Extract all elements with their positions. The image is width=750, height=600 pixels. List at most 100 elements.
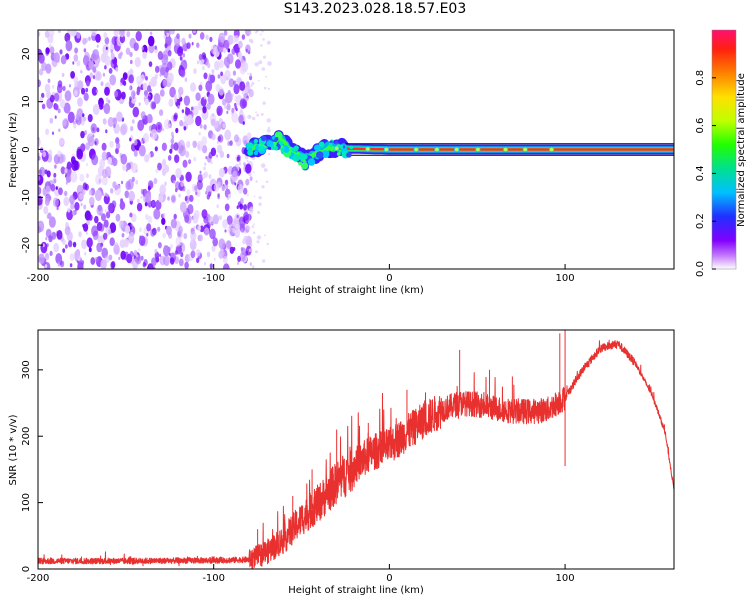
noise-blob xyxy=(253,223,256,226)
noise-blob xyxy=(245,44,251,54)
noise-blob xyxy=(190,82,196,92)
noise-blob xyxy=(217,74,221,79)
noise-blob xyxy=(99,158,106,169)
signal-blob xyxy=(273,145,279,151)
noise-blob xyxy=(113,30,119,37)
noise-blob xyxy=(243,235,248,240)
noise-blob xyxy=(129,212,133,218)
noise-blob xyxy=(83,48,87,53)
noise-blob xyxy=(243,162,246,166)
noise-blob xyxy=(224,183,227,187)
noise-blob xyxy=(169,86,176,98)
noise-blob xyxy=(249,115,251,117)
noise-blob xyxy=(209,263,213,269)
noise-blob xyxy=(186,42,191,49)
noise-blob xyxy=(224,229,227,233)
noise-blob xyxy=(212,71,214,76)
noise-blob xyxy=(69,253,75,261)
noise-blob xyxy=(181,37,186,45)
noise-blob xyxy=(48,30,55,38)
noise-blob xyxy=(184,196,188,202)
noise-blob xyxy=(91,225,99,237)
noise-blob xyxy=(175,236,182,247)
noise-blob xyxy=(191,42,194,46)
noise-blob xyxy=(205,156,208,160)
signal-blob xyxy=(302,154,308,160)
noise-blob xyxy=(206,102,211,110)
noise-blob xyxy=(165,225,172,236)
noise-blob xyxy=(246,132,252,141)
noise-blob xyxy=(214,60,220,71)
noise-blob xyxy=(202,66,205,70)
noise-blob xyxy=(39,147,44,154)
noise-blob xyxy=(99,223,105,232)
signal-bead xyxy=(502,146,509,153)
noise-blob xyxy=(208,74,214,85)
noise-blob xyxy=(65,40,73,52)
noise-blob xyxy=(220,71,224,77)
noise-blob xyxy=(178,258,184,267)
noise-blob xyxy=(102,192,105,196)
noise-blob xyxy=(105,129,108,134)
noise-blob xyxy=(224,105,227,110)
noise-blob xyxy=(266,128,271,133)
noise-blob xyxy=(255,180,258,183)
noise-blob xyxy=(238,114,244,124)
noise-blob xyxy=(161,142,167,151)
noise-blob xyxy=(73,89,78,97)
noise-blob xyxy=(136,202,143,212)
noise-blob xyxy=(99,212,102,216)
signal-blob xyxy=(316,151,324,159)
noise-blob xyxy=(228,227,235,237)
noise-blob xyxy=(226,62,230,69)
noise-blob xyxy=(126,162,131,171)
noise-blob xyxy=(49,117,54,124)
noise-blob xyxy=(186,189,191,196)
noise-blob xyxy=(262,38,265,41)
noise-blob xyxy=(252,171,255,174)
signal-blob xyxy=(291,147,297,153)
noise-blob xyxy=(134,57,141,68)
noise-blob xyxy=(263,234,266,237)
noise-blob xyxy=(72,241,77,248)
signal-bead xyxy=(548,146,555,153)
noise-blob xyxy=(53,92,60,102)
noise-blob xyxy=(104,86,110,96)
noise-blob xyxy=(135,180,139,185)
noise-blob xyxy=(62,248,66,253)
noise-blob xyxy=(167,72,174,84)
noise-blob xyxy=(248,38,253,43)
colorbar-label: Normalized spectral amplitude xyxy=(736,73,747,227)
snr-y-tick-label: 100 xyxy=(21,493,32,512)
noise-blob xyxy=(109,74,117,86)
noise-blob xyxy=(196,42,200,48)
noise-blob xyxy=(140,195,143,199)
noise-blob xyxy=(56,230,63,240)
noise-blob xyxy=(258,202,262,206)
noise-blob xyxy=(108,229,112,235)
noise-blob xyxy=(74,47,78,54)
noise-blob xyxy=(178,193,181,198)
noise-blob xyxy=(237,154,241,161)
noise-blob xyxy=(44,264,48,269)
noise-blob xyxy=(170,244,173,249)
noise-blob xyxy=(251,82,255,86)
noise-blob xyxy=(65,222,69,229)
noise-blob xyxy=(103,232,108,240)
noise-blob xyxy=(194,185,198,192)
noise-blob xyxy=(188,159,192,165)
noise-blob xyxy=(199,124,203,129)
colorbar-gradient xyxy=(711,29,737,270)
noise-blob xyxy=(129,51,133,58)
noise-blob xyxy=(216,154,219,158)
noise-blob xyxy=(82,113,85,118)
noise-blob xyxy=(211,245,216,252)
noise-blob xyxy=(114,184,122,196)
noise-blob xyxy=(76,60,81,67)
noise-blob xyxy=(245,163,252,174)
noise-blob xyxy=(151,201,155,207)
noise-blob xyxy=(201,52,207,60)
noise-blob xyxy=(190,250,196,259)
